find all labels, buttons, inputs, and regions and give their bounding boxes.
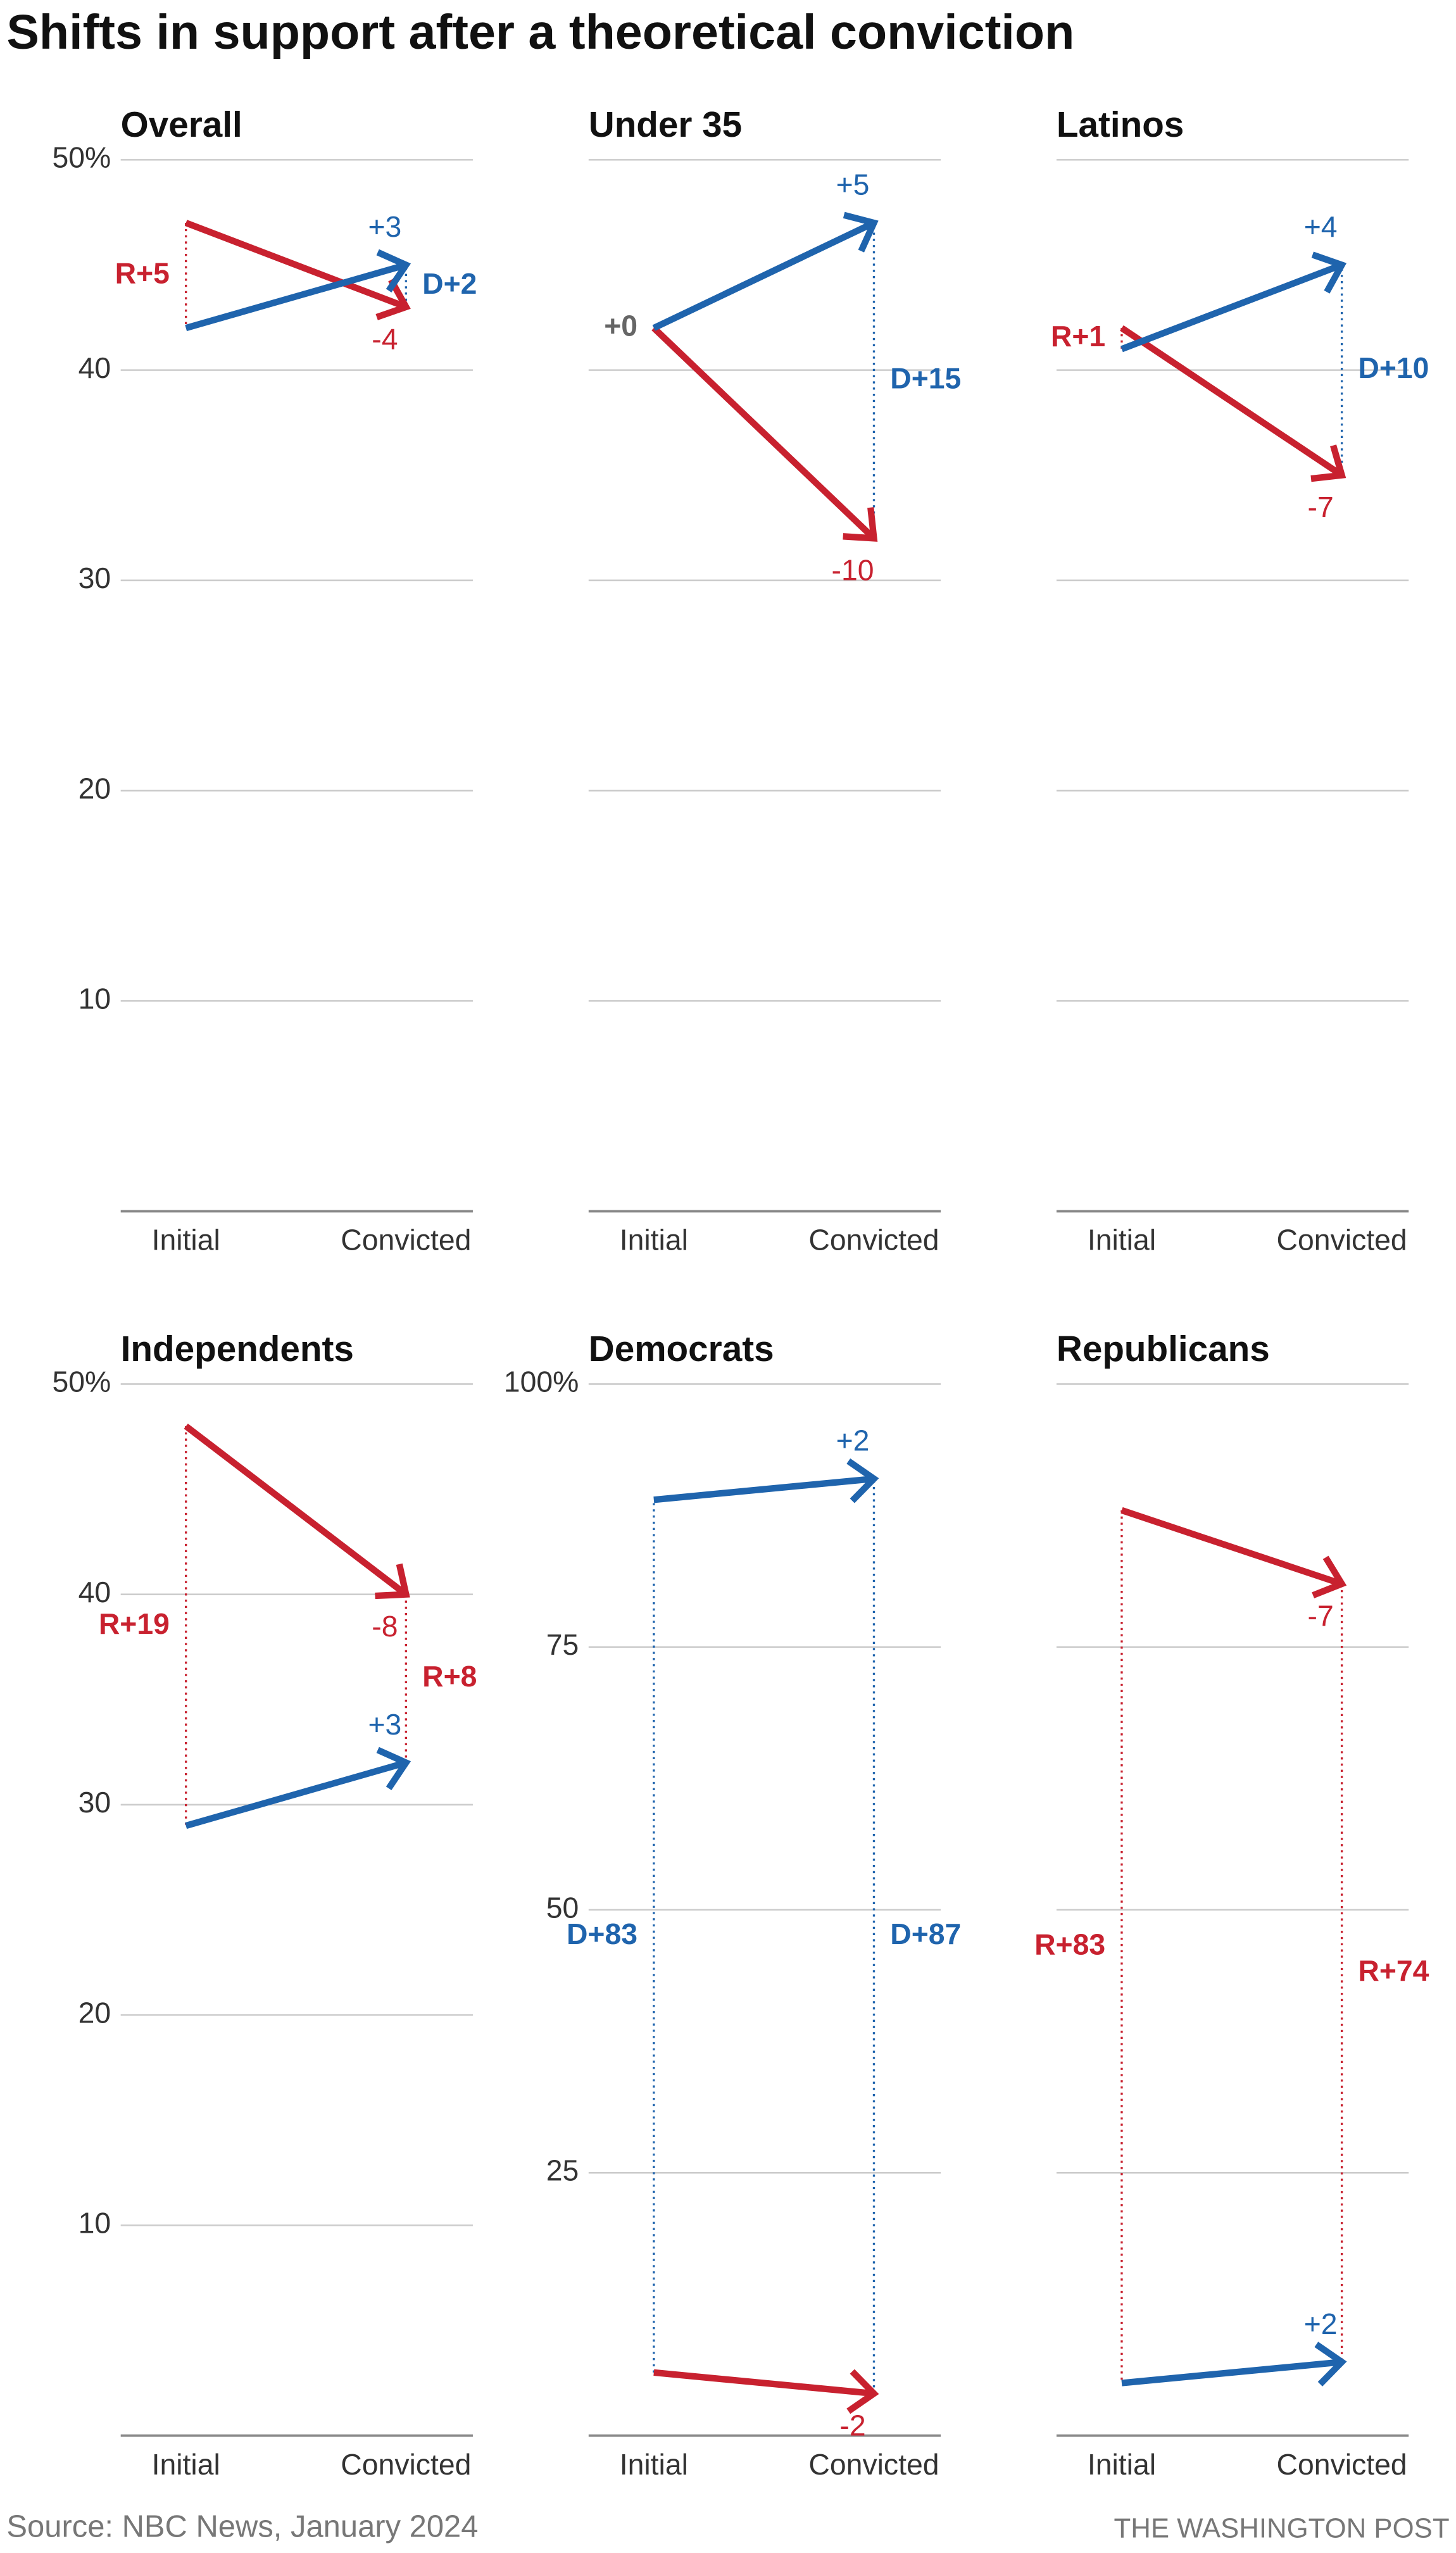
arrow-line [652,220,875,331]
x-tick-label: Convicted [1277,2448,1407,2481]
arrow-line [651,325,877,541]
arrow-head [1311,251,1347,294]
panel-title: Overall [121,105,242,145]
y-tick-label: 40 [78,1576,111,1609]
arrow-head [843,507,878,542]
change-label: +3 [368,210,401,243]
y-tick-label: 50% [52,1365,111,1398]
margin-label: R+74 [1358,1954,1429,1987]
y-tick-label: 75 [546,1628,579,1661]
change-label: +2 [836,1424,870,1457]
arrow-head [375,278,411,320]
panel-title: Republicans [1057,1329,1270,1369]
x-tick-label: Convicted [808,1224,939,1257]
arrow-line [184,220,408,310]
arrow-line [1120,325,1344,478]
credit: THE WASHINGTON POST [1114,2513,1449,2544]
x-tick-label: Convicted [341,1224,471,1257]
arrow-line [184,1423,408,1597]
margin-label: D+10 [1358,351,1429,384]
margin-label: D+15 [890,361,961,394]
panel-title: Democrats [589,1329,774,1369]
arrow-head [846,1458,879,1503]
margin-label: D+2 [422,267,477,300]
margin-label: R+1 [1051,320,1105,353]
margin-label: R+5 [115,256,170,289]
y-tick-label: 10 [78,2207,111,2240]
arrow-line [653,2369,874,2397]
y-tick-label: 30 [78,1786,111,1819]
margin-label: D+83 [567,1917,637,1950]
arrow-line [185,261,407,332]
arrow-head [376,1747,411,1790]
y-tick-label: 30 [78,561,111,594]
arrow-head [376,249,411,292]
panel-title: Latinos [1057,105,1184,145]
arrow-head [843,211,879,253]
x-tick-label: Initial [152,2448,220,2481]
arrow-head [1312,1555,1347,1598]
change-label: -4 [372,322,398,355]
change-label: +3 [368,1708,401,1741]
change-label: -2 [839,2409,865,2442]
change-label: -7 [1308,491,1334,524]
x-tick-label: Initial [620,1224,688,1257]
change-label: -10 [832,554,874,587]
y-tick-label: 100% [504,1365,579,1398]
arrow-line [185,1759,407,1829]
change-label: -7 [1308,1599,1334,1632]
margin-label: R+83 [1034,1928,1105,1960]
arrow-line [1120,261,1343,353]
x-tick-label: Initial [1088,1224,1156,1257]
margin-label: +0 [604,309,637,342]
arrow-line [1120,1507,1343,1587]
change-label: +5 [836,168,870,201]
margin-label: R+19 [99,1607,170,1640]
x-tick-label: Convicted [1277,1224,1407,1257]
y-tick-label: 25 [546,2154,579,2187]
y-tick-label: 40 [78,351,111,384]
y-tick-label: 10 [78,982,111,1015]
x-tick-label: Initial [1088,2448,1156,2481]
y-tick-label: 50% [52,141,111,174]
margin-label: R+8 [422,1660,477,1693]
arrow-head [1310,444,1346,482]
panel-title: Under 35 [589,105,742,145]
margin-label: D+87 [890,1917,961,1950]
change-label: -8 [372,1610,398,1643]
change-label: +2 [1304,2307,1338,2340]
y-tick-label: 20 [78,1996,111,2029]
panel-title: Independents [121,1329,354,1369]
y-tick-label: 20 [78,772,111,805]
x-tick-label: Initial [620,2448,688,2481]
y-tick-label: 50 [546,1891,579,1924]
arrow-head [846,2369,879,2414]
arrow-head [1314,2342,1347,2387]
arrow-head [375,1563,410,1600]
chart-title: Shifts in support after a theoretical co… [6,5,1074,60]
x-tick-label: Convicted [341,2448,471,2481]
arrow-line [653,1475,874,1503]
arrow-line [1121,2359,1343,2387]
source: Source: NBC News, January 2024 [6,2509,478,2544]
change-label: +4 [1304,210,1338,243]
x-tick-label: Initial [152,1224,220,1257]
x-tick-label: Convicted [808,2448,939,2481]
